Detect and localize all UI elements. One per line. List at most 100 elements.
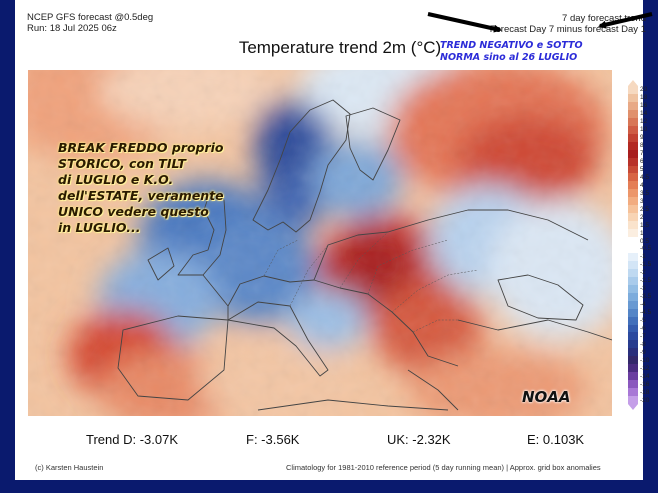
legend-tick-label: -1.5 — [640, 261, 652, 269]
legend-swatch — [628, 101, 638, 111]
legend-swatch — [628, 388, 638, 397]
legend-swatch — [628, 300, 638, 310]
annotation-arrows — [427, 12, 653, 33]
legend-swatch — [628, 173, 638, 182]
legend-tick-label: 1.5 — [640, 221, 650, 229]
legend-tick-label: 2.5 — [640, 205, 650, 213]
legend-tick-label: -2 — [640, 269, 646, 277]
map-graphic — [28, 70, 612, 416]
legend-tick-label: -8 — [640, 340, 646, 348]
author-credit: (c) Karsten Haustein — [35, 463, 104, 472]
legend-tick-label: -10 — [640, 356, 650, 364]
callout-line: in LUGLIO... — [58, 220, 141, 235]
legend-swatch — [628, 324, 638, 333]
borders — [263, 231, 479, 333]
legend-swatch — [628, 205, 638, 214]
annotation-callout: BREAK FREDDO proprio STORICO, con TILT d… — [58, 140, 268, 236]
legend-tick-label: -4 — [640, 301, 646, 309]
legend-swatch — [628, 284, 638, 294]
legend-swatch — [628, 141, 638, 151]
legend-tick-label: 4 — [640, 181, 644, 189]
legend-tick-label: 18 — [640, 94, 648, 102]
legend-swatch — [628, 332, 638, 341]
temperature-anomaly-map — [28, 70, 612, 416]
callout-line: dell'ESTATE, veramente — [58, 188, 224, 203]
legend-swatch — [628, 93, 638, 103]
arrow-left — [427, 12, 502, 33]
legend-tick-label: -0.5 — [640, 245, 652, 253]
legend-tick-label: -20 — [640, 396, 650, 404]
legend-swatch — [628, 189, 638, 198]
legend-tick-label: 4.5 — [640, 173, 650, 181]
legend-cap — [628, 80, 638, 86]
legend-swatch — [628, 308, 638, 318]
noaa-logo: NOAA — [522, 388, 571, 406]
legend-swatch — [628, 237, 638, 246]
legend-swatch — [628, 252, 638, 262]
legend-swatch — [628, 260, 638, 270]
legend-swatch — [628, 181, 638, 190]
legend-tick-label: -3.5 — [640, 293, 652, 301]
legend-tick-label: 9 — [640, 134, 644, 142]
legend-tick-label: -16 — [640, 380, 650, 388]
legend-tick-label: -4.5 — [640, 309, 652, 317]
legend-tick-label: -7 — [640, 332, 646, 340]
france-stat: F: -3.56K — [246, 432, 300, 447]
legend-swatch — [628, 316, 638, 325]
callout-line: BREAK FREDDO proprio — [58, 140, 224, 155]
legend-swatch — [628, 380, 638, 389]
legend-tick-label: -12 — [640, 364, 650, 372]
legend-swatch — [628, 245, 638, 254]
legend-swatch — [628, 340, 638, 349]
legend-swatch — [628, 86, 638, 95]
legend-swatch — [628, 364, 638, 373]
legend-swatch — [628, 157, 638, 166]
legend-tick-label: -5 — [640, 317, 646, 325]
legend-tick-label: 8 — [640, 142, 644, 150]
uk-stat: UK: -2.32K — [387, 432, 451, 447]
legend-swatch — [628, 221, 638, 230]
legend-tick-label: -9 — [640, 348, 646, 356]
legend-tick-label: 14 — [640, 110, 648, 118]
legend-cap — [628, 404, 638, 410]
legend-tick-label: 2 — [640, 213, 644, 221]
legend-swatch — [628, 213, 638, 222]
forecast-description: Forecast Day 7 minus forecast Day 1 — [489, 24, 646, 35]
legend-swatch — [628, 133, 638, 143]
trend-note-line2: NORMA sino al 26 LUGLIO — [440, 52, 578, 63]
trend-note-line1: TREND NEGATIVO e SOTTO — [440, 40, 583, 51]
legend-tick-label: 12 — [640, 118, 648, 126]
forecast-label: 7 day forecast trend — [562, 13, 646, 24]
legend-swatch — [628, 276, 638, 286]
trend-d-stat: Trend D: -3.07K — [86, 432, 179, 447]
texture-overlay — [28, 70, 612, 416]
legend-tick-label: 5 — [640, 165, 644, 173]
run-label: Run: 18 Jul 2025 06z — [27, 23, 117, 34]
legend-tick-label: -2.5 — [640, 277, 652, 285]
legend-swatch — [628, 229, 638, 238]
legend-tick-label: 10 — [640, 126, 648, 134]
legend-tick-label: 0.5 — [640, 237, 650, 245]
legend-tick-label: 3 — [640, 197, 644, 205]
legend-swatch — [628, 268, 638, 278]
coastlines — [117, 99, 612, 411]
model-label: NCEP GFS forecast @0.5deg — [27, 12, 154, 23]
legend-tick-label: 7 — [640, 150, 644, 158]
callout-line: UNICO vedere questo — [58, 204, 209, 219]
color-legend — [628, 80, 638, 410]
callout-line: STORICO, con TILT — [58, 156, 186, 171]
legend-tick-label: -14 — [640, 372, 650, 380]
legend-swatch — [628, 197, 638, 206]
legend-swatch — [628, 165, 638, 174]
legend-swatch — [628, 356, 638, 365]
legend-swatch — [628, 109, 638, 119]
legend-tick-label: 16 — [640, 102, 648, 110]
legend-swatch — [628, 348, 638, 357]
legend-swatch — [628, 117, 638, 127]
legend-swatch — [628, 372, 638, 381]
callout-line: di LUGLIO e K.O. — [58, 172, 174, 187]
spain-stat: E: 0.103K — [527, 432, 585, 447]
legend-tick-label: 3.5 — [640, 189, 650, 197]
legend-tick-label: 1 — [640, 229, 644, 237]
legend-swatch — [628, 149, 638, 159]
